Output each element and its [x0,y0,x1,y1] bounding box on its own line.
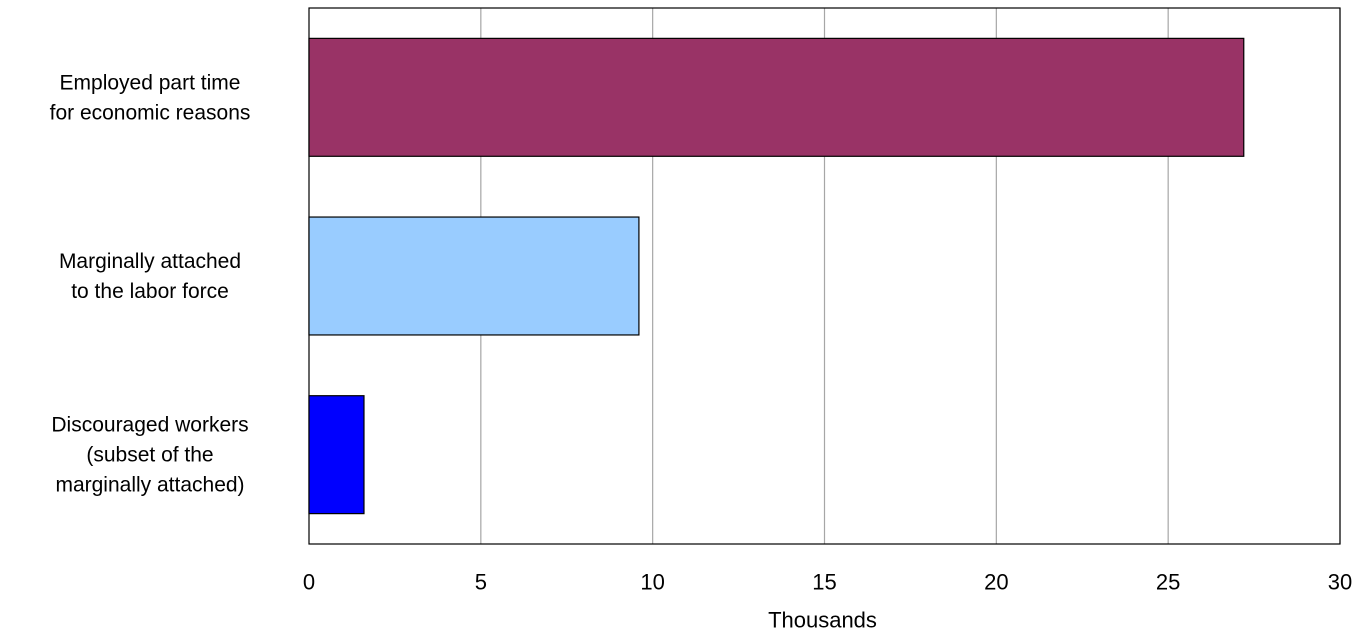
x-tick-label-5: 25 [1156,570,1180,595]
bar-0 [308,37,1245,157]
x-axis-title: Thousands [768,608,877,633]
category-label-0-line-1: for economic reasons [50,101,251,124]
bar-2 [308,395,365,515]
category-label-0-line-0: Employed part time [60,71,241,94]
x-tick-label-1: 5 [475,570,487,595]
category-label-2-line-1: (subset of the [86,443,213,466]
category-label-2: Discouraged workers (subset of the margina… [51,413,248,496]
category-label-0: Employed part time for economic reasons [50,71,251,124]
bar-1 [308,216,640,336]
category-label-2-line-2: marginally attached) [55,473,244,496]
category-label-2-line-0: Discouraged workers [51,413,248,436]
category-label-1: Marginally attached to the labor force [59,250,241,303]
x-tick-label-0: 0 [303,570,315,595]
category-label-1-line-0: Marginally attached [59,250,241,273]
x-tick-label-2: 10 [640,570,664,595]
category-label-1-line-1: to the labor force [71,280,229,303]
x-tick-label-4: 20 [984,570,1008,595]
x-tick-label-6: 30 [1328,570,1352,595]
x-tick-label-3: 15 [812,570,836,595]
